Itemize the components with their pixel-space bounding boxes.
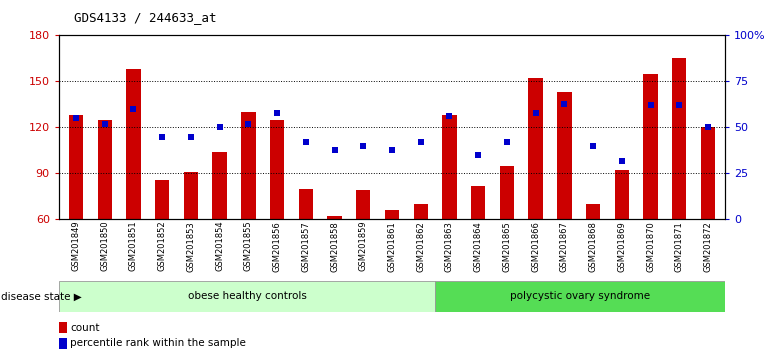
Point [328,147,341,152]
Point [386,147,398,152]
Bar [241,112,256,219]
Text: GDS4133 / 244633_at: GDS4133 / 244633_at [74,11,217,24]
Text: polycystic ovary syndrome: polycystic ovary syndrome [510,291,650,302]
Bar [435,281,725,312]
Bar [97,120,112,219]
Bar [69,115,83,219]
Point [127,106,140,112]
Point [242,121,255,127]
Bar [615,170,629,219]
Bar [270,120,285,219]
Bar [471,186,485,219]
Point [70,115,82,121]
Bar [299,189,313,219]
Point [673,103,685,108]
Bar [212,152,227,219]
Bar [528,78,543,219]
Point [501,139,514,145]
Bar [413,204,428,219]
Bar [183,172,198,219]
Point [357,143,369,149]
Bar [356,190,371,219]
Bar [442,115,456,219]
Bar [644,74,658,219]
Point [443,114,456,119]
Point [270,110,283,115]
Point [415,139,427,145]
Bar [59,322,67,333]
Bar [499,166,514,219]
Point [156,134,169,139]
Bar [385,210,399,219]
Point [615,158,628,164]
Text: percentile rank within the sample: percentile rank within the sample [71,338,246,348]
Point [185,134,198,139]
Bar [672,58,687,219]
Point [644,103,657,108]
Point [299,139,312,145]
Point [702,125,714,130]
Bar [586,204,601,219]
Point [529,110,542,115]
Point [213,125,226,130]
Bar [59,338,67,349]
Bar [557,92,572,219]
Point [99,121,111,127]
Point [558,101,571,106]
Bar [328,216,342,219]
Point [472,152,485,158]
Point [586,143,599,149]
Text: obese healthy controls: obese healthy controls [187,291,307,302]
Text: disease state ▶: disease state ▶ [1,291,82,302]
Text: count: count [71,322,100,332]
Bar [59,281,435,312]
Bar [126,69,140,219]
Bar [701,127,715,219]
Bar [155,179,169,219]
